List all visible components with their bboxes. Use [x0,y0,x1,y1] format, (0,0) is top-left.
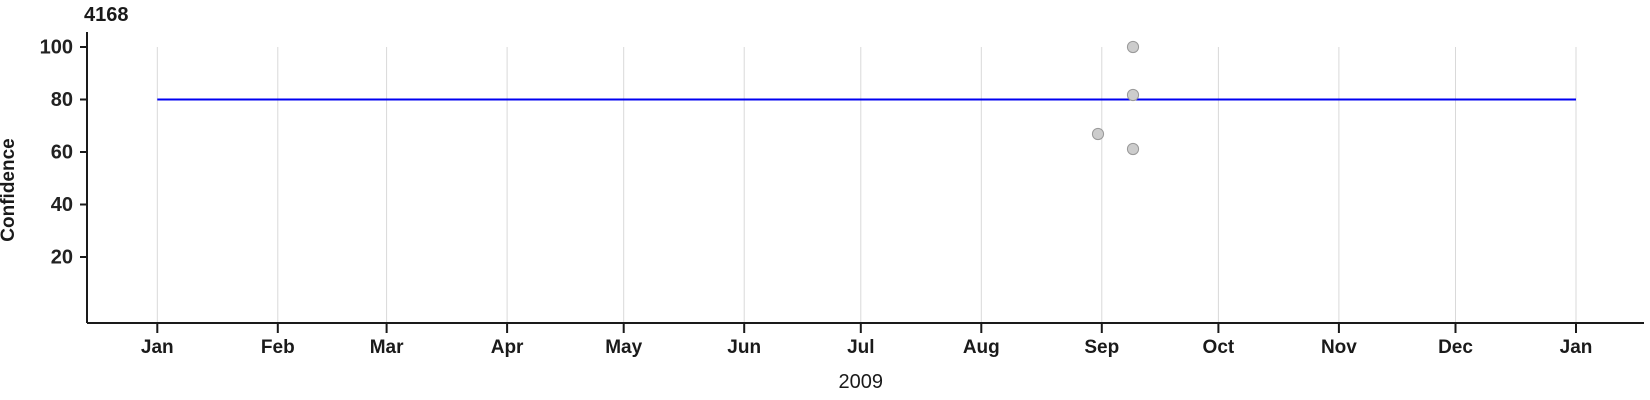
svg-text:60: 60 [51,142,73,164]
svg-text:80: 80 [51,89,73,111]
svg-text:20: 20 [51,247,73,269]
svg-text:Jul: Jul [847,337,874,358]
svg-text:Dec: Dec [1438,337,1473,358]
svg-text:Oct: Oct [1203,337,1235,358]
svg-text:May: May [605,337,642,358]
svg-text:Jan: Jan [141,337,174,358]
svg-text:Jan: Jan [1560,337,1593,358]
svg-text:4168: 4168 [84,4,129,26]
svg-text:100: 100 [40,37,73,59]
svg-text:Confidence: Confidence [0,138,19,241]
svg-text:Jun: Jun [727,337,761,358]
svg-text:Nov: Nov [1321,337,1357,358]
svg-text:Feb: Feb [261,337,295,358]
svg-text:Mar: Mar [370,337,404,358]
svg-text:Sep: Sep [1084,337,1119,358]
svg-text:Apr: Apr [491,337,524,358]
svg-text:40: 40 [51,194,73,216]
svg-text:2009: 2009 [839,371,884,393]
svg-text:Aug: Aug [963,337,1000,358]
